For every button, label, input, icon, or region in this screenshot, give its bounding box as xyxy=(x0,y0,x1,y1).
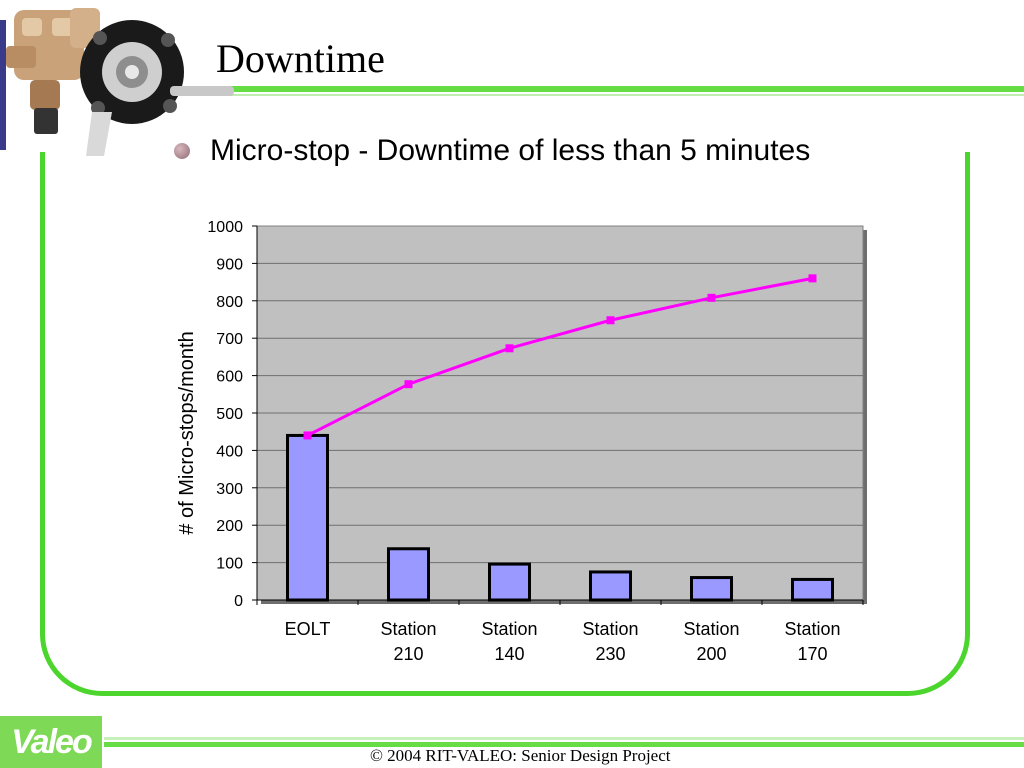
bar-3 xyxy=(488,562,531,602)
y-axis-label: # of Micro-stops/month xyxy=(176,331,198,534)
x-tick-label: Station 210 xyxy=(380,619,436,664)
cumulative-point-1 xyxy=(303,431,312,440)
y-tick-label: 400 xyxy=(216,443,243,460)
cumulative-point-2 xyxy=(404,380,413,389)
x-tick-label: Station 170 xyxy=(784,619,840,664)
slide-title: Downtime xyxy=(216,36,385,81)
title-divider xyxy=(212,86,1024,92)
x-tick-label: Station 140 xyxy=(481,619,537,664)
content-frame xyxy=(40,152,970,696)
y-tick-label: 500 xyxy=(216,406,243,423)
footer-copyright: © 2004 RIT-VALEO: Senior Design Project xyxy=(370,746,671,765)
micro-stops-chart: 0 100 200 300 400 500 600 700 800 900 1000 EOLT Stat… xyxy=(176,219,867,664)
cumulative-point-6 xyxy=(808,274,817,283)
cumulative-point-3 xyxy=(505,344,514,353)
bullet-point-icon xyxy=(174,143,190,159)
title-divider-shadow xyxy=(212,94,1024,96)
y-tick-label: 600 xyxy=(216,369,243,386)
cumulative-line xyxy=(306,276,813,437)
y-tick-label: 200 xyxy=(216,518,243,535)
footer-divider-shadow xyxy=(104,737,1024,740)
bar-1 xyxy=(286,433,329,602)
bar-5 xyxy=(690,576,733,602)
x-tick-label: Station 200 xyxy=(683,619,739,664)
y-tick-label: 700 xyxy=(216,331,243,348)
bar-4 xyxy=(589,570,632,602)
y-tick-label: 800 xyxy=(216,294,243,311)
x-tick-label: Station 230 xyxy=(582,619,638,664)
cumulative-point-4 xyxy=(606,316,615,325)
y-tick-label: 100 xyxy=(216,556,243,573)
y-tick-label: 1000 xyxy=(207,219,243,236)
valve-product-image xyxy=(0,8,234,156)
footer-divider xyxy=(104,742,1024,747)
valeo-logo: Valeo xyxy=(0,716,102,768)
y-tick-label: 0 xyxy=(234,593,243,610)
y-tick-label: 900 xyxy=(216,256,243,273)
bar-2 xyxy=(387,547,430,602)
logo-text: Valeo xyxy=(11,722,92,761)
y-tick-label: 300 xyxy=(216,481,243,498)
bar-6 xyxy=(791,577,834,602)
bullet-text: Micro-stop - Downtime of less than 5 min… xyxy=(210,134,811,167)
cumulative-point-5 xyxy=(707,293,716,302)
x-tick-label: EOLT xyxy=(285,619,331,639)
